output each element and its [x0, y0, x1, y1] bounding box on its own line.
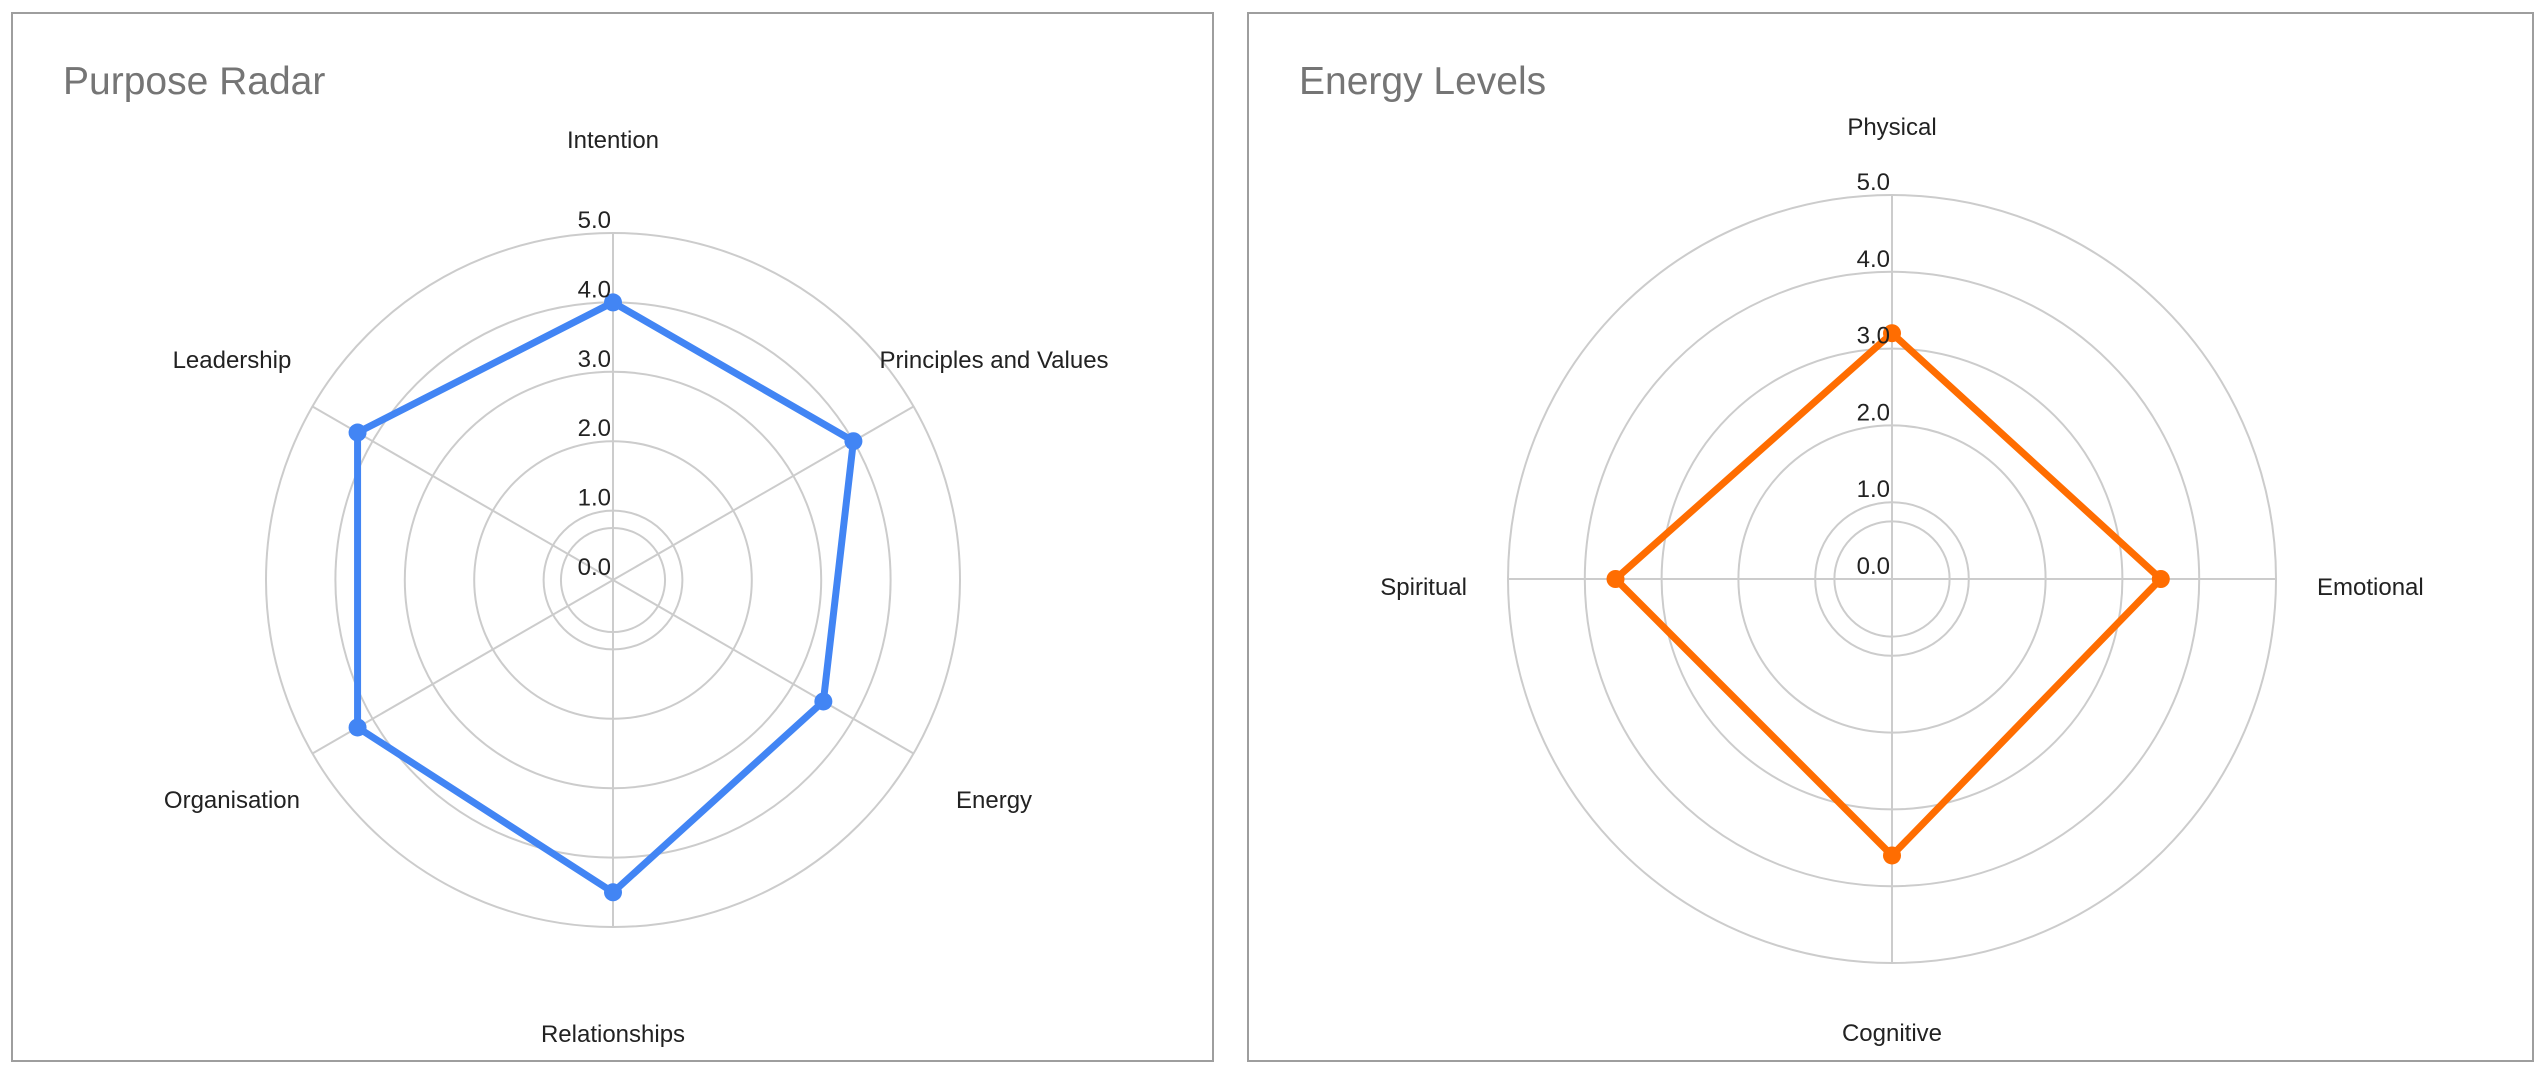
purpose-radar-panel: Purpose Radar 0.0 1.0 2.0 3.0 4.0 5.0 Intentio…	[11, 12, 1214, 1062]
tick-label: 0.0	[1857, 553, 1890, 580]
tick-label: 5.0	[578, 207, 611, 234]
axis-spoke	[612, 579, 915, 755]
tick-label: 1.0	[1857, 476, 1890, 503]
tick-label: 2.0	[578, 415, 611, 442]
chart-title: Purpose Radar	[63, 60, 326, 103]
tick-label: 3.0	[1857, 323, 1890, 350]
radar-spokes	[311, 233, 915, 927]
data-point	[1606, 570, 1625, 588]
chart-title: Energy Levels	[1299, 60, 1547, 103]
data-point	[604, 883, 622, 902]
category-label: Cognitive	[1842, 1020, 1942, 1047]
series-line	[354, 298, 857, 896]
category-label: Spiritual	[1380, 574, 1467, 601]
category-label: Relationships	[541, 1021, 685, 1048]
category-label: Leadership	[173, 347, 292, 374]
category-labels: Physical Emotional Cognitive Spiritual	[1380, 114, 2423, 1047]
radial-ticks: 0.0 1.0 2.0 3.0 4.0 5.0	[1857, 169, 1890, 580]
energy-levels-chart: 0.0 1.0 2.0 3.0 4.0 5.0 Physical Emotional Cogni…	[1380, 114, 2423, 1047]
data-point	[348, 423, 367, 442]
energy-levels-panel: Energy Levels 0.0 1.0 2.0 3.0 4.0 5.0 Physical…	[1247, 12, 2534, 1062]
category-label: Energy	[956, 787, 1032, 814]
tick-label: 2.0	[1857, 399, 1890, 426]
tick-label: 5.0	[1857, 169, 1890, 196]
data-point	[348, 718, 367, 737]
tick-label: 0.0	[578, 554, 611, 581]
tick-label: 4.0	[1857, 246, 1890, 273]
data-point	[844, 432, 863, 451]
category-label: Principles and Values	[880, 347, 1109, 374]
category-label: Intention	[567, 127, 659, 154]
category-label: Organisation	[164, 787, 300, 814]
data-point	[1883, 324, 1901, 343]
tick-label: 1.0	[578, 485, 611, 512]
category-labels: Intention Principles and Values Energy Rela…	[164, 127, 1109, 1048]
data-point	[604, 293, 622, 312]
category-label: Emotional	[2317, 574, 2424, 601]
data-point	[1883, 846, 1901, 865]
tick-label: 4.0	[578, 276, 611, 303]
axis-spoke	[612, 405, 915, 581]
data-point	[814, 692, 833, 711]
radar-spokes	[1508, 195, 2276, 963]
radial-ticks: 0.0 1.0 2.0 3.0 4.0 5.0	[578, 207, 611, 581]
category-label: Physical	[1847, 114, 1936, 141]
purpose-radar-chart: 0.0 1.0 2.0 3.0 4.0 5.0 Intention Principles an…	[164, 127, 1109, 1048]
data-point	[2151, 570, 2170, 588]
tick-label: 3.0	[578, 346, 611, 373]
